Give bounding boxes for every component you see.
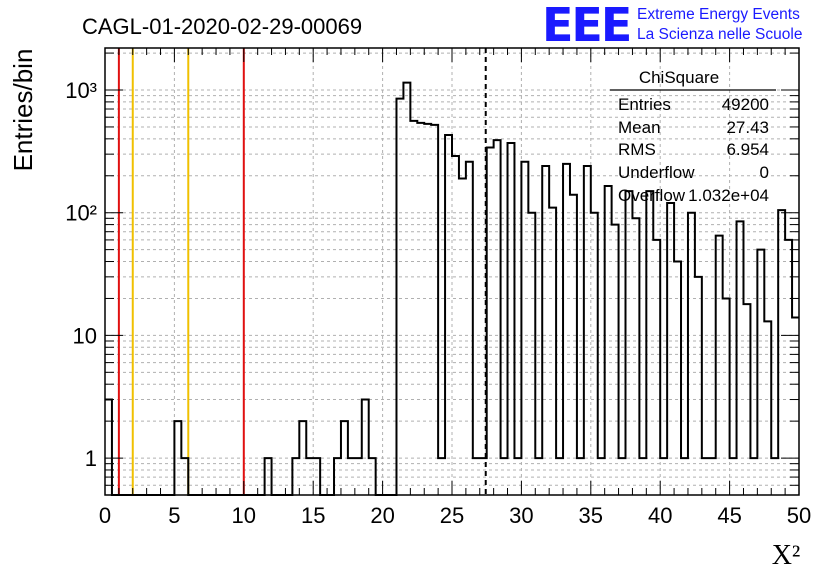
x-tick-label: 0 <box>99 503 111 528</box>
stats-label-overflow: Overflow <box>618 186 686 205</box>
x-tick-label: 20 <box>370 503 394 528</box>
histogram-outline <box>105 81 799 496</box>
x-tick-label: 35 <box>579 503 603 528</box>
stats-box: ChiSquare Entries 49200 Mean 27.43 RMS 6… <box>610 68 776 205</box>
chart-title: CAGL-01-2020-02-29-00069 <box>82 14 362 39</box>
x-tick-label: 30 <box>509 503 533 528</box>
x-tick-label: 10 <box>232 503 256 528</box>
stats-label-underflow: Underflow <box>618 163 695 182</box>
grid-lines <box>105 48 799 496</box>
y-tick-label: 10² <box>65 201 97 226</box>
x-tick-label: 50 <box>787 503 811 528</box>
stats-label-rms: RMS <box>618 140 656 159</box>
logo-mark: EEE <box>542 0 630 52</box>
x-axis-label: X² <box>772 540 801 571</box>
y-tick-label: 1 <box>85 446 97 471</box>
y-tick-label: 10³ <box>65 78 97 103</box>
stats-value-underflow: 0 <box>760 163 769 182</box>
y-tick-labels: 1 10 10² 10³ <box>65 78 97 471</box>
x-tick-label: 25 <box>440 503 464 528</box>
x-tick-labels: 0 5 10 15 20 25 30 35 40 45 50 <box>99 503 811 528</box>
stats-value-entries: 49200 <box>722 95 769 114</box>
logo-line2: La Scienza nelle Scuole <box>637 26 802 43</box>
eee-logo: EEE Extreme Energy Events La Scienza nel… <box>542 0 802 52</box>
stats-value-overflow: 1.032e+04 <box>688 186 769 205</box>
x-tick-label: 15 <box>301 503 325 528</box>
stats-value-rms: 6.954 <box>726 140 769 159</box>
y-tick-label: 10 <box>73 323 97 348</box>
stats-label-mean: Mean <box>618 118 661 137</box>
stats-title: ChiSquare <box>639 68 719 87</box>
stats-value-mean: 27.43 <box>726 118 769 137</box>
axis-ticks <box>104 48 800 496</box>
stats-label-entries: Entries <box>618 95 671 114</box>
x-tick-label: 45 <box>717 503 741 528</box>
x-tick-label: 40 <box>648 503 672 528</box>
x-tick-label: 5 <box>168 503 180 528</box>
logo-line1: Extreme Energy Events <box>637 6 800 23</box>
y-axis-label: Entries/bin <box>8 49 38 172</box>
